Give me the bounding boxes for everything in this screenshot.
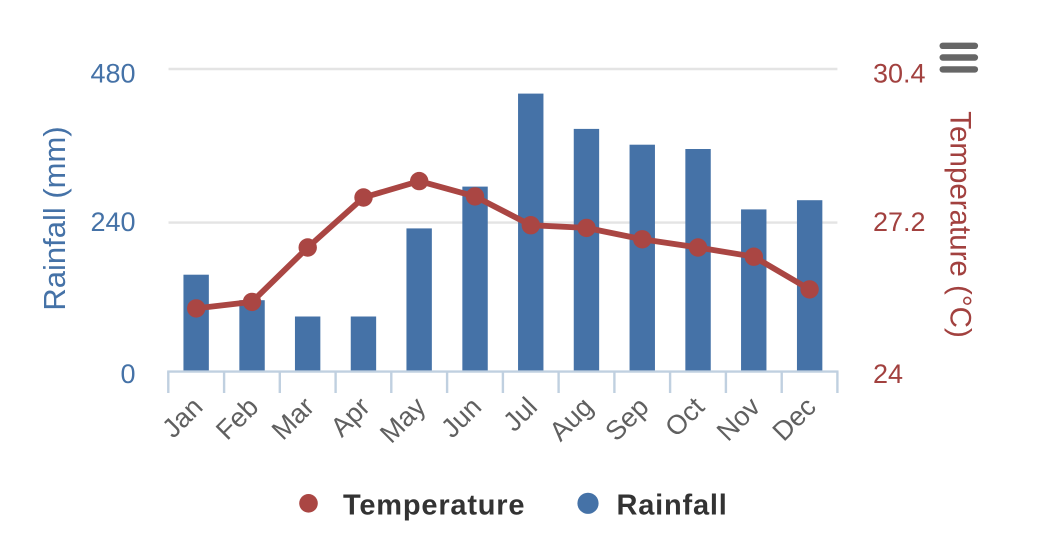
svg-text:480: 480	[90, 59, 135, 89]
svg-text:24: 24	[873, 359, 903, 389]
svg-text:30.4: 30.4	[873, 59, 926, 89]
svg-text:0: 0	[120, 359, 135, 389]
svg-text:Temperature: Temperature	[343, 490, 525, 522]
svg-text:240: 240	[90, 207, 135, 237]
svg-text:Temperature (°C): Temperature (°C)	[944, 111, 977, 338]
svg-text:27.2: 27.2	[873, 207, 926, 237]
svg-text:Rainfall: Rainfall	[617, 490, 728, 522]
svg-text:Rainfall (mm): Rainfall (mm)	[37, 126, 72, 310]
